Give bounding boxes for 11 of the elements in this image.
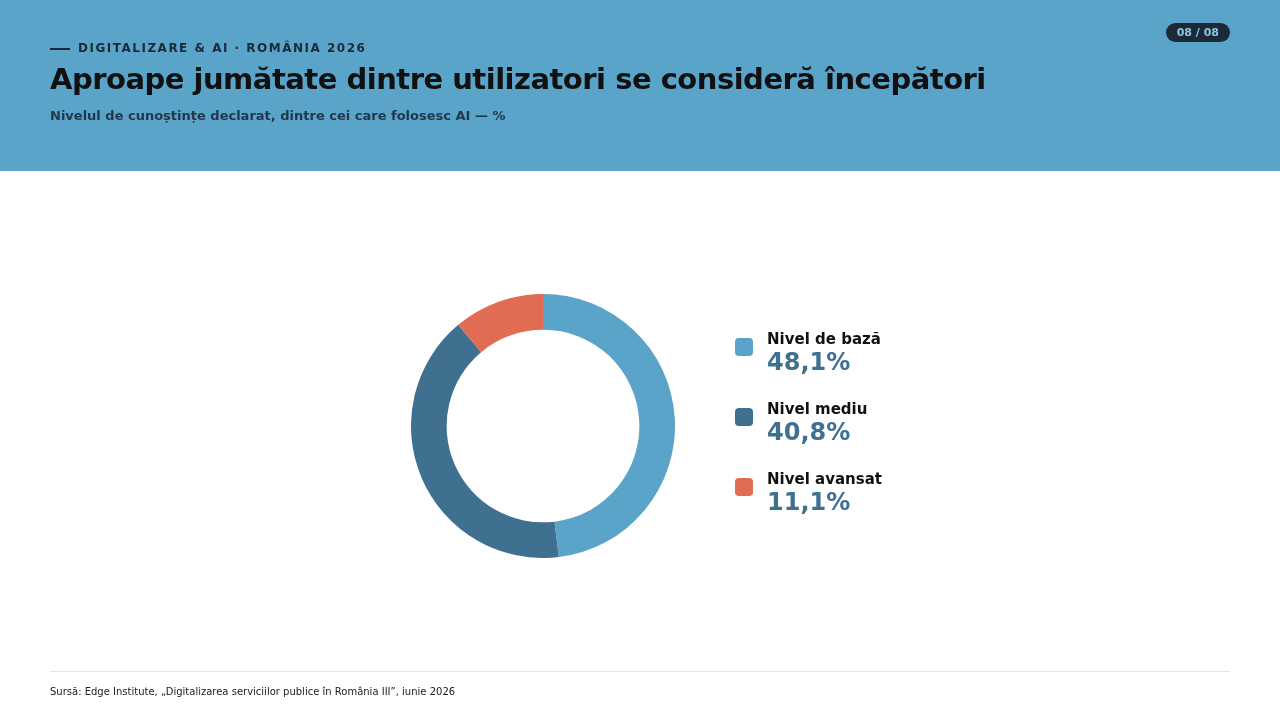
- text: Sursă: Edge Institute, „Digitalizarea serviciilor publice în România III”, iunie 2026: [50, 686, 456, 697]
- text: Nivelul de cunoștințe declarat, dintre cei care folosesc AI — %: [50, 108, 506, 123]
- data-label: 40,8%: [767, 418, 852, 446]
- legend-label: Nivel de bază: [767, 330, 882, 348]
- data-label: 11,1%: [767, 488, 852, 516]
- text: 08 / 08: [1165, 23, 1230, 42]
- legend-label: Nivel mediu: [767, 400, 869, 418]
- legend-label: Nivel avansat: [767, 470, 882, 488]
- text: DIGITALIZARE & AI · ROMÂNIA 2026: [78, 41, 367, 55]
- chart-title: Aproape jumătate dintre utilizatori se consideră începători: [50, 62, 986, 96]
- data-label: 48,1%: [767, 348, 852, 376]
